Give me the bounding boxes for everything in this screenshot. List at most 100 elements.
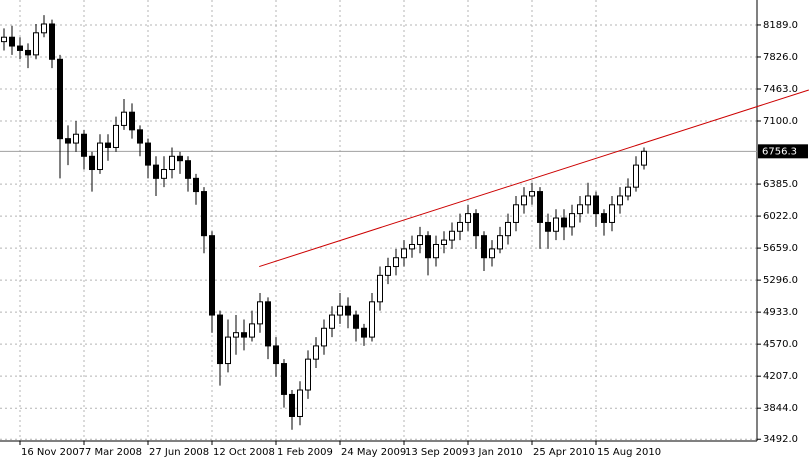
candle-body <box>417 235 423 245</box>
y-tick-label: 4933.0 <box>763 307 798 318</box>
x-tick-label: 25 Apr 2010 <box>533 447 595 458</box>
candle-body <box>201 191 207 237</box>
candle-body <box>321 327 327 347</box>
candle-body <box>401 248 407 259</box>
candle-body <box>329 314 335 329</box>
last-price-label: 6756.3 <box>762 146 797 157</box>
candle-body <box>129 111 135 131</box>
candle-body <box>257 301 263 325</box>
candle-body <box>529 191 535 197</box>
candle-body <box>209 235 215 316</box>
candle-body <box>105 142 111 148</box>
candle-body <box>241 332 247 338</box>
candle-body <box>513 204 519 223</box>
candle-body <box>553 217 559 232</box>
candle-body <box>489 248 495 259</box>
candle-body <box>9 36 15 47</box>
candle-body <box>361 327 367 338</box>
candle-body <box>65 138 71 144</box>
candle-body <box>385 266 391 276</box>
candle-body <box>377 274 383 303</box>
trend-line <box>259 89 809 268</box>
candle-body <box>545 221 551 232</box>
candle-body <box>97 142 103 171</box>
candle-body <box>497 235 503 250</box>
candle-body <box>345 305 351 316</box>
candle-body <box>521 195 527 206</box>
y-tick-label: 6385.0 <box>763 179 798 190</box>
candle-body <box>113 124 119 148</box>
x-tick-label: 15 Aug 2010 <box>597 447 661 458</box>
candle-body <box>561 217 567 228</box>
candle-body <box>1 36 7 43</box>
candle-body <box>145 142 151 166</box>
candle-body <box>353 314 359 329</box>
candle-body <box>441 239 447 245</box>
candle-body <box>33 32 39 56</box>
y-tick-label: 3492.0 <box>763 434 798 445</box>
candle-body <box>313 345 319 360</box>
candle-body <box>169 155 175 171</box>
candle-body <box>81 133 87 157</box>
x-tick-label: 7 Mar 2008 <box>85 447 142 458</box>
candle-body <box>25 49 31 56</box>
x-tick-label: 12 Oct 2008 <box>213 447 275 458</box>
candle-body <box>409 243 415 250</box>
y-tick-label: 6022.0 <box>763 211 798 222</box>
candle-body <box>305 358 311 391</box>
candle-body <box>337 305 343 316</box>
candle-body <box>41 23 47 34</box>
candle-body <box>17 45 23 51</box>
y-tick-label: 7100.0 <box>763 116 798 127</box>
candle-body <box>121 111 127 126</box>
candle-body <box>161 169 167 179</box>
candle-body <box>281 363 287 395</box>
candle-body <box>537 191 543 223</box>
x-tick-label: 1 Feb 2009 <box>277 447 333 458</box>
candle-body <box>601 213 607 223</box>
y-tick-label: 4207.0 <box>763 371 798 382</box>
x-tick-label: 16 Nov 2007 <box>21 447 85 458</box>
candle-body <box>465 213 471 223</box>
candle-body <box>617 195 623 206</box>
candle-body <box>585 195 591 206</box>
x-tick-label: 24 May 2009 <box>341 447 406 458</box>
y-tick-label: 7463.0 <box>763 84 798 95</box>
y-tick-label: 5296.0 <box>763 275 798 286</box>
last-price-box <box>758 144 808 159</box>
candle-body <box>49 23 55 60</box>
candle-body <box>473 213 479 237</box>
candle-body <box>177 155 183 162</box>
candle-body <box>457 221 463 232</box>
y-tick-label: 4570.0 <box>763 339 798 350</box>
candle-body <box>297 389 303 417</box>
candle-body <box>393 257 399 268</box>
y-tick-label: 5659.0 <box>763 243 798 254</box>
candle-body <box>625 186 631 197</box>
candle-body <box>433 243 439 259</box>
candle-body <box>633 164 639 188</box>
candle-body <box>185 160 191 179</box>
candle-body <box>265 301 271 347</box>
candle-body <box>89 155 95 171</box>
candle-body <box>577 204 583 215</box>
candle-body <box>217 314 223 365</box>
candle-body <box>137 129 143 144</box>
candle-body <box>505 221 511 237</box>
candle-body <box>449 230 455 241</box>
y-tick-label: 7826.0 <box>763 52 798 63</box>
candle-body <box>273 345 279 365</box>
y-tick-label: 3844.0 <box>763 403 798 414</box>
candle-body <box>233 332 239 338</box>
y-tick-label: 8189.0 <box>763 20 798 31</box>
x-tick-label: 27 Jun 2008 <box>149 447 209 458</box>
candle-body <box>225 336 231 365</box>
candle-body <box>153 164 159 179</box>
candle-body <box>369 301 375 338</box>
candle-body <box>481 235 487 259</box>
candle-body <box>569 213 575 228</box>
candle-body <box>193 177 199 193</box>
candle-body <box>249 323 255 338</box>
